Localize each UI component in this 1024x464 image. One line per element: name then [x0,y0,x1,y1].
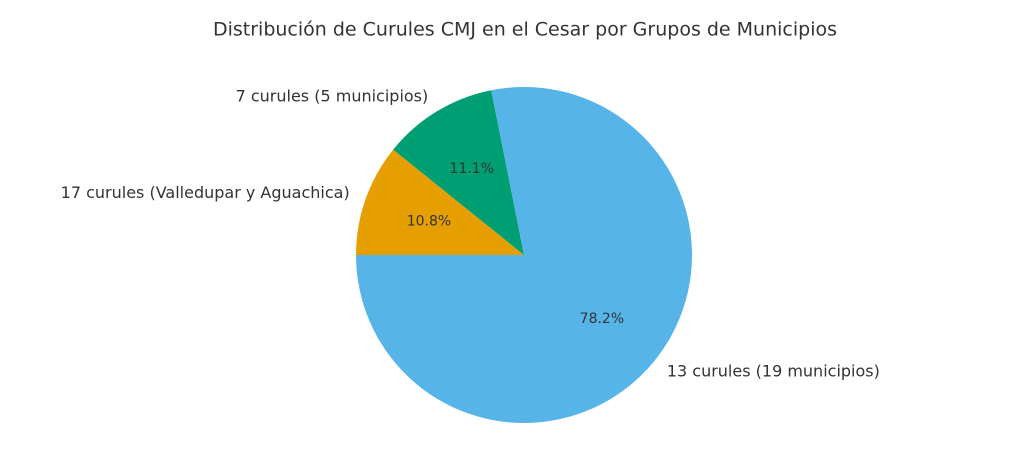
pie-slice [356,149,524,255]
slice-label: 17 curules (Valledupar y Aguachica) [61,183,350,202]
chart-title: Distribución de Curules CMJ en el Cesar … [213,19,837,41]
pct-label: 10.8% [407,213,451,229]
pie-slice [356,87,692,424]
pie-slice [393,90,524,255]
slice-label: 13 curules (19 municipios) [667,362,880,381]
slice-label: 7 curules (5 municipios) [236,86,429,105]
pct-label: 11.1% [450,161,494,177]
pct-label: 78.2% [580,311,624,327]
